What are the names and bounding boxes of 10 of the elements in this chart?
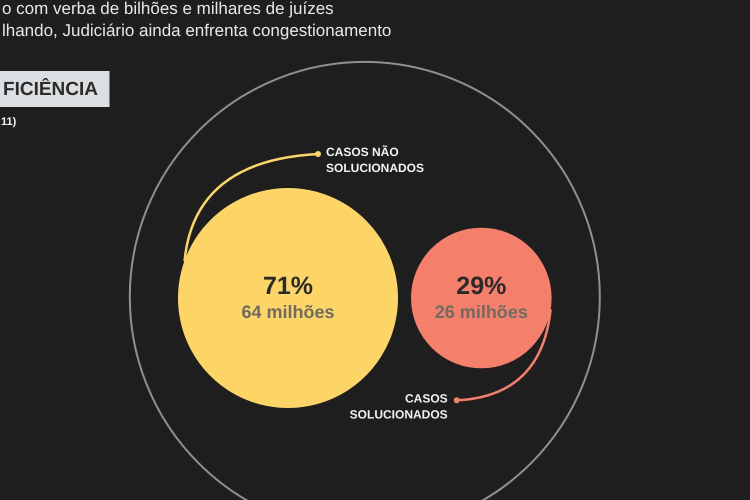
category-label: CASOS NÃO SOLUCIONADOS	[326, 145, 424, 175]
text: lhando, Judiciário ainda enfrenta congestionamento	[2, 21, 392, 40]
text: FICIÊNCIA	[3, 77, 98, 100]
data-label: 29%	[456, 272, 506, 300]
text: 64 milhões	[241, 302, 335, 322]
data-label: 71%	[262, 272, 314, 300]
category-label: CASOS SOLUCIONADOS	[350, 391, 448, 422]
text: o com verba de bilhões e milhares de juízes	[2, 0, 334, 18]
text: 26 milhões	[434, 302, 528, 322]
text: 11)	[1, 116, 17, 128]
